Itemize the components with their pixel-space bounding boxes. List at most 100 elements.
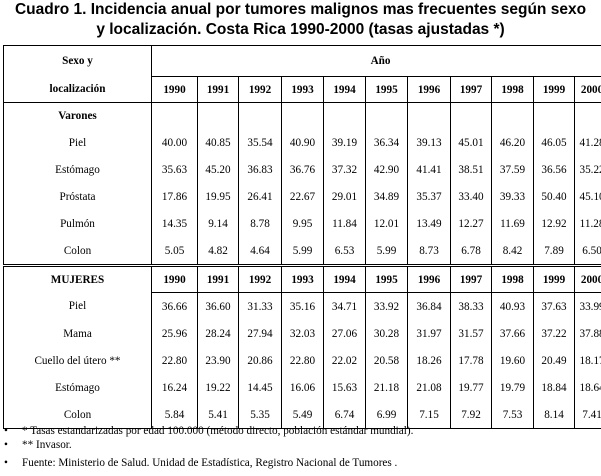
year-header-cell: 1992 [238,76,282,103]
value-cell: 36.76 [281,156,324,183]
table-row: Piel 40.00 40.85 35.54 40.90 39.19 36.34 39.13 4… [3,129,601,156]
value-cell: 31.33 [238,292,282,320]
value-cell: 9.14 [197,210,239,237]
value-cell: 19.95 [197,183,239,210]
year-header-cell: 1990 [151,264,198,293]
value-cell: 46.20 [491,129,534,156]
table-title-line-2: y localización. Costa Rica 1990-2000 (ta… [96,21,505,38]
value-cell: 37.59 [491,156,534,183]
value-cell: 39.19 [323,129,366,156]
value-cell: 22.80 [281,347,324,374]
value-cell: 8.42 [491,237,534,266]
value-cell: 8.14 [533,401,575,429]
value-cell: 11.84 [323,210,366,237]
value-cell: 11.28 [573,210,601,237]
table-row: Mama 25.96 28.24 27.94 32.03 27.06 30.28 31.97 3… [3,320,601,347]
value-cell: 34.71 [323,292,366,320]
year-header-cell: 1996 [407,76,451,103]
table-title: Cuadro 1. Incidencia anual por tumores m… [0,0,601,40]
year-header-cell: 1994 [323,264,366,293]
value-cell: 42.90 [365,156,408,183]
value-cell: 6.74 [323,401,366,429]
year-header-cell: 2000 [573,76,601,103]
value-cell: 17.86 [151,183,198,210]
value-cell: 36.34 [365,129,408,156]
header-row-2: localización 1990 1991 1992 1993 1994 1995 1996… [3,76,601,103]
value-cell: 12.27 [450,210,492,237]
value-cell: 15.63 [323,374,366,401]
value-cell: 40.00 [151,129,198,156]
value-cell: 36.56 [533,156,575,183]
value-cell: 36.84 [407,292,451,320]
value-cell: 6.53 [323,237,366,266]
year-header-cell: 1995 [365,76,408,103]
section-label: Varones [3,102,152,129]
value-cell: 36.60 [197,292,239,320]
section-header-row: Varones [3,102,601,129]
year-header-cell: 1990 [151,76,198,103]
year-header-cell: 1997 [450,76,492,103]
incidence-table: Sexo y Año localización 1990 1991 1992 1993 199… [3,45,601,429]
header-localizacion: localización [3,76,152,103]
value-cell: 35.16 [281,292,324,320]
value-cell: 22.67 [281,183,324,210]
year-header-cell: 1996 [407,264,451,293]
value-cell: 13.49 [407,210,451,237]
value-cell: 32.03 [281,320,324,347]
value-cell: 36.66 [151,292,198,320]
value-cell: 19.77 [450,374,492,401]
year-header-cell: 1998 [491,76,534,103]
row-label: Próstata [3,183,152,210]
value-cell: 37.88 [573,320,601,347]
value-cell: 40.93 [491,292,534,320]
year-header-cell: 1991 [197,264,239,293]
table-row: Colon 5.05 4.82 4.64 5.99 6.53 5.99 8.73 6.78 8.4… [3,237,601,266]
value-cell: 18.64 [573,374,601,401]
value-cell: 8.73 [407,237,451,266]
value-cell: 38.51 [450,156,492,183]
value-cell: 19.79 [491,374,534,401]
value-cell: 6.78 [450,237,492,266]
value-cell: 35.37 [407,183,451,210]
value-cell: 33.99 [573,292,601,320]
value-cell: 31.57 [450,320,492,347]
value-cell: 5.35 [238,401,282,429]
table-row: Colon 5.84 5.41 5.35 5.49 6.74 6.99 7.15 7.92 7.5… [3,401,601,429]
source-line: • Fuente: Ministerio de Salud. Unidad de… [0,457,601,471]
row-label: Pulmón [3,210,152,237]
year-header-cell: 1999 [533,264,575,293]
table-row: Estómago 16.24 19.22 14.45 16.06 15.63 21.18 21… [3,374,601,401]
value-cell: 19.60 [491,347,534,374]
empty-cell [533,102,575,129]
year-header-cell: 2000 [573,264,601,293]
value-cell: 8.78 [238,210,282,237]
table-title-line-1: Cuadro 1. Incidencia anual por tumores m… [14,1,587,18]
value-cell: 28.24 [197,320,239,347]
year-header-cell: 1997 [450,264,492,293]
row-label: Estómago [3,374,152,401]
bullet-icon: • [4,438,8,451]
value-cell: 35.22 [573,156,601,183]
value-cell: 36.83 [238,156,282,183]
footnote-1: • * Tasas estandarizadas por edad 100.00… [0,425,601,439]
value-cell: 23.90 [197,347,239,374]
empty-cell [151,102,198,129]
empty-cell [197,102,239,129]
value-cell: 20.86 [238,347,282,374]
value-cell: 6.99 [365,401,408,429]
year-header-cell: 1991 [197,76,239,103]
value-cell: 19.22 [197,374,239,401]
bullet-icon: • [4,457,8,469]
value-cell: 14.45 [238,374,282,401]
row-label: Piel [3,292,152,320]
value-cell: 37.32 [323,156,366,183]
value-cell: 46.05 [533,129,575,156]
empty-cell [407,102,451,129]
empty-cell [573,102,601,129]
section-header-row: MUJERES 1990 1991 1992 1993 1994 1995 1996 1997 1… [3,264,601,293]
value-cell: 4.64 [238,237,282,266]
row-label: Estómago [3,156,152,183]
section-label: MUJERES [3,264,152,293]
year-header-cell: 1999 [533,76,575,103]
value-cell: 7.15 [407,401,451,429]
